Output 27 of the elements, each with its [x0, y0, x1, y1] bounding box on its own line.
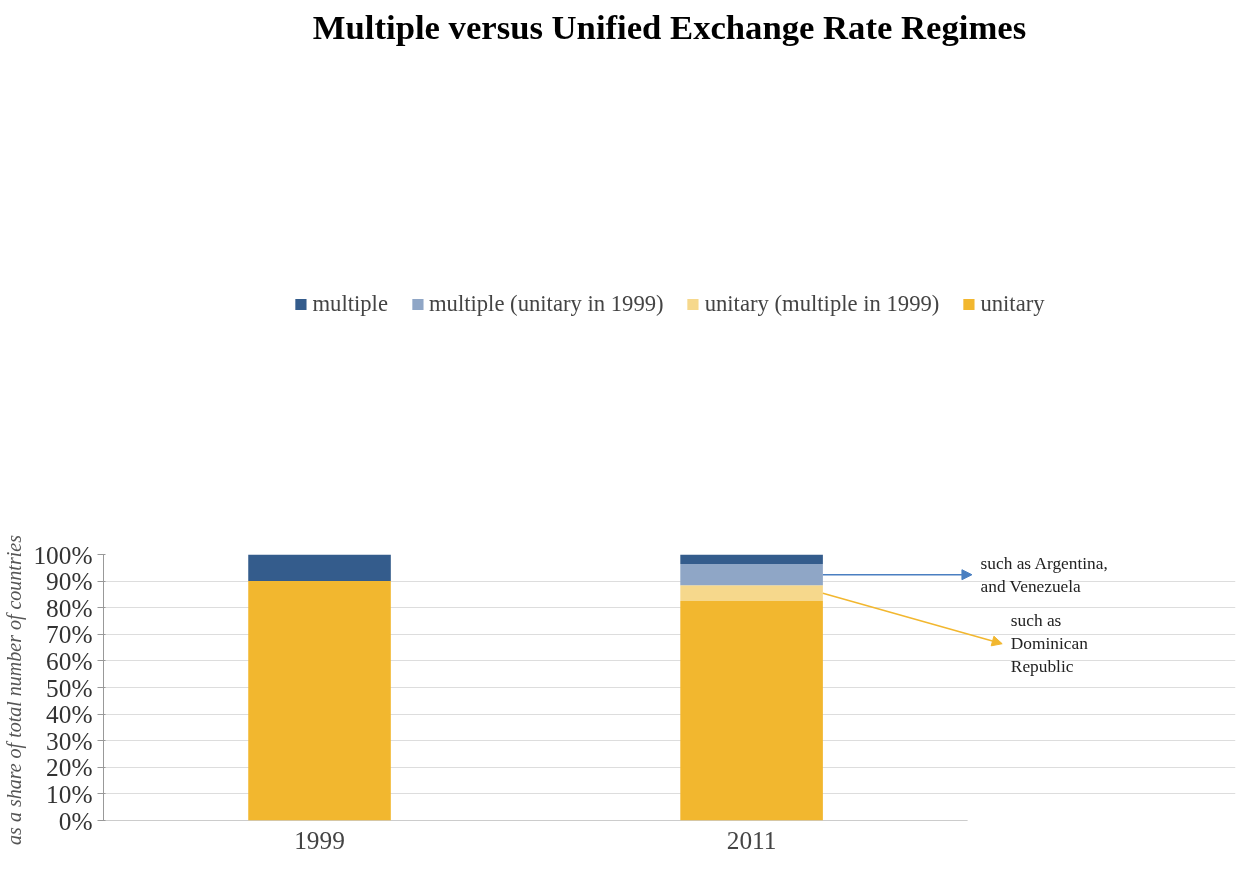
legend-label: multiple — [312, 291, 388, 317]
legend-label: multiple (unitary in 1999) — [428, 291, 664, 317]
legend-label: unitary (multiple in 1999) — [704, 291, 940, 317]
y-tick-label: 90% — [46, 567, 93, 596]
bar — [680, 585, 823, 602]
annotation: such as Argentina, and Venezuela — [980, 553, 1108, 596]
y-tick-label: 60% — [46, 646, 93, 675]
bar — [248, 554, 391, 582]
annotation: such as Dominican Republic — [1010, 611, 1089, 677]
legend-label: unitary — [980, 291, 1045, 317]
bar — [680, 564, 823, 586]
x-tick-label: 1999 — [294, 825, 345, 854]
y-tick-label: 80% — [46, 593, 93, 622]
bar — [680, 554, 823, 565]
y-tick-label: 70% — [46, 620, 93, 649]
y-tick-label: 100% — [33, 540, 93, 569]
bar — [680, 601, 823, 821]
y-tick-label: 40% — [46, 700, 93, 729]
x-tick-label: 2011 — [726, 825, 777, 854]
y-tick-label: 30% — [46, 726, 93, 755]
y-tick-label: 20% — [46, 753, 93, 782]
chart-title: Multiple versus Unified Exchange Rate Regimes — [312, 7, 1027, 46]
bar — [248, 581, 391, 821]
y-axis-title: as a share of total number of countries — [3, 534, 27, 845]
y-tick-label: 50% — [46, 673, 93, 702]
y-tick-label: 10% — [46, 779, 93, 808]
y-tick-label: 0% — [58, 806, 93, 835]
